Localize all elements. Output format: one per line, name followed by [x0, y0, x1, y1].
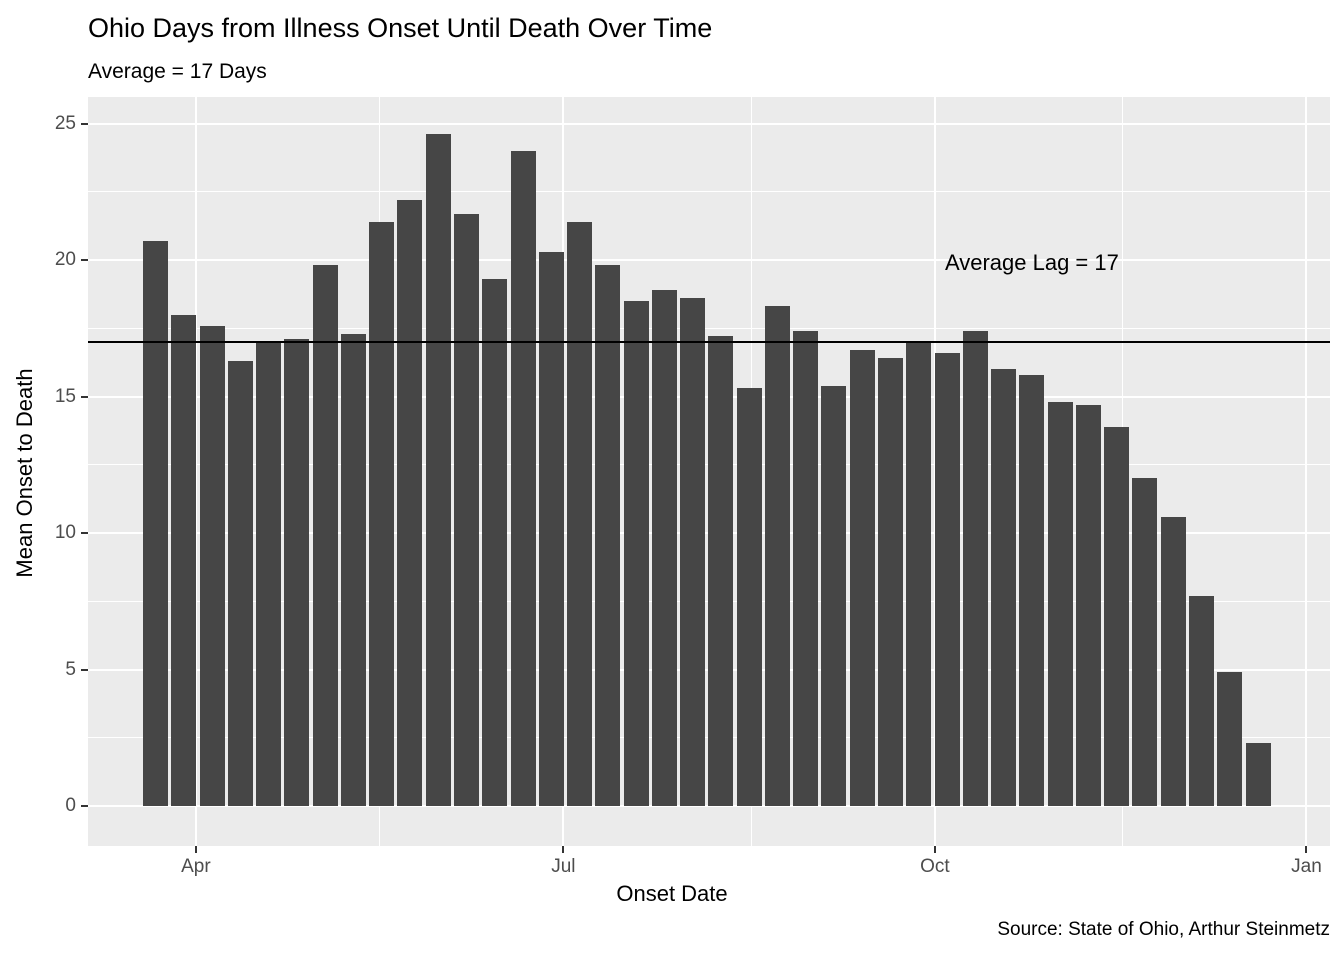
y-tick-mark	[81, 805, 88, 807]
gridline-minor-y	[88, 191, 1330, 193]
gridline-major-y	[88, 259, 1330, 261]
bar	[284, 339, 310, 806]
bar	[256, 341, 282, 806]
bar	[567, 221, 593, 806]
bar	[143, 240, 168, 806]
y-tick-mark	[81, 668, 88, 671]
bar	[595, 265, 621, 806]
bar	[849, 350, 875, 806]
x-tick-label: Jan	[1291, 856, 1322, 877]
gridline-minor-y	[88, 327, 1330, 329]
bar	[878, 358, 904, 806]
bar	[1217, 672, 1243, 806]
x-tick-label: Jul	[551, 856, 576, 877]
x-tick-mark	[194, 846, 197, 853]
bar	[906, 341, 932, 806]
x-tick-mark	[933, 846, 936, 853]
gridline-major-x	[1305, 97, 1308, 846]
y-tick-mark	[81, 122, 88, 125]
average-lag-annotation: Average Lag = 17	[944, 249, 1119, 275]
bar	[651, 290, 677, 806]
bar	[510, 150, 536, 806]
y-tick-mark	[81, 532, 88, 534]
chart-title: Ohio Days from Illness Onset Until Death…	[88, 13, 713, 43]
bar	[680, 298, 706, 806]
gridline-major-y	[88, 805, 1330, 807]
y-axis-title: Mean Onset to Death	[12, 368, 37, 578]
bar	[199, 325, 225, 806]
bar	[623, 300, 649, 806]
x-tick-mark	[562, 846, 565, 853]
y-tick-label: 20	[54, 249, 76, 270]
bar	[1160, 516, 1186, 806]
bar	[425, 134, 451, 806]
bar	[312, 265, 338, 806]
bar	[1019, 374, 1045, 806]
bar	[934, 352, 960, 806]
bar	[171, 314, 197, 806]
x-tick-mark	[1305, 846, 1308, 853]
x-tick-label: Oct	[920, 856, 950, 877]
average-line	[88, 340, 1330, 343]
bar	[397, 199, 423, 806]
bar	[340, 333, 366, 806]
bar	[1075, 404, 1101, 806]
plot-panel: Average Lag = 17	[88, 97, 1330, 846]
chart-subtitle: Average = 17 Days	[88, 60, 267, 83]
bar	[227, 361, 253, 806]
y-tick-label: 5	[65, 658, 76, 680]
y-tick-label: 0	[65, 795, 76, 816]
x-tick-label: Apr	[181, 856, 211, 877]
gridline-major-y	[88, 122, 1330, 125]
bar	[1104, 426, 1130, 806]
bar	[1132, 478, 1158, 806]
source-caption: Source: State of Ohio, Arthur Steinmetz	[997, 919, 1330, 940]
y-tick-label: 15	[54, 385, 76, 407]
y-tick-label: 10	[54, 522, 76, 543]
x-axis-title: Onset Date	[616, 881, 728, 906]
bar	[1047, 401, 1073, 806]
bar	[1245, 743, 1271, 806]
bar	[538, 251, 564, 806]
bar	[736, 388, 762, 806]
bar	[962, 330, 988, 806]
bar	[991, 369, 1017, 806]
y-tick-label: 25	[54, 112, 76, 134]
y-tick-mark	[81, 395, 88, 398]
y-tick-mark	[81, 259, 88, 261]
bar	[1188, 595, 1214, 806]
bar	[793, 330, 819, 806]
bar	[453, 213, 479, 806]
bar	[708, 336, 734, 806]
bar	[764, 306, 790, 806]
bar	[369, 221, 395, 806]
bar	[482, 279, 508, 806]
bar	[821, 385, 847, 806]
